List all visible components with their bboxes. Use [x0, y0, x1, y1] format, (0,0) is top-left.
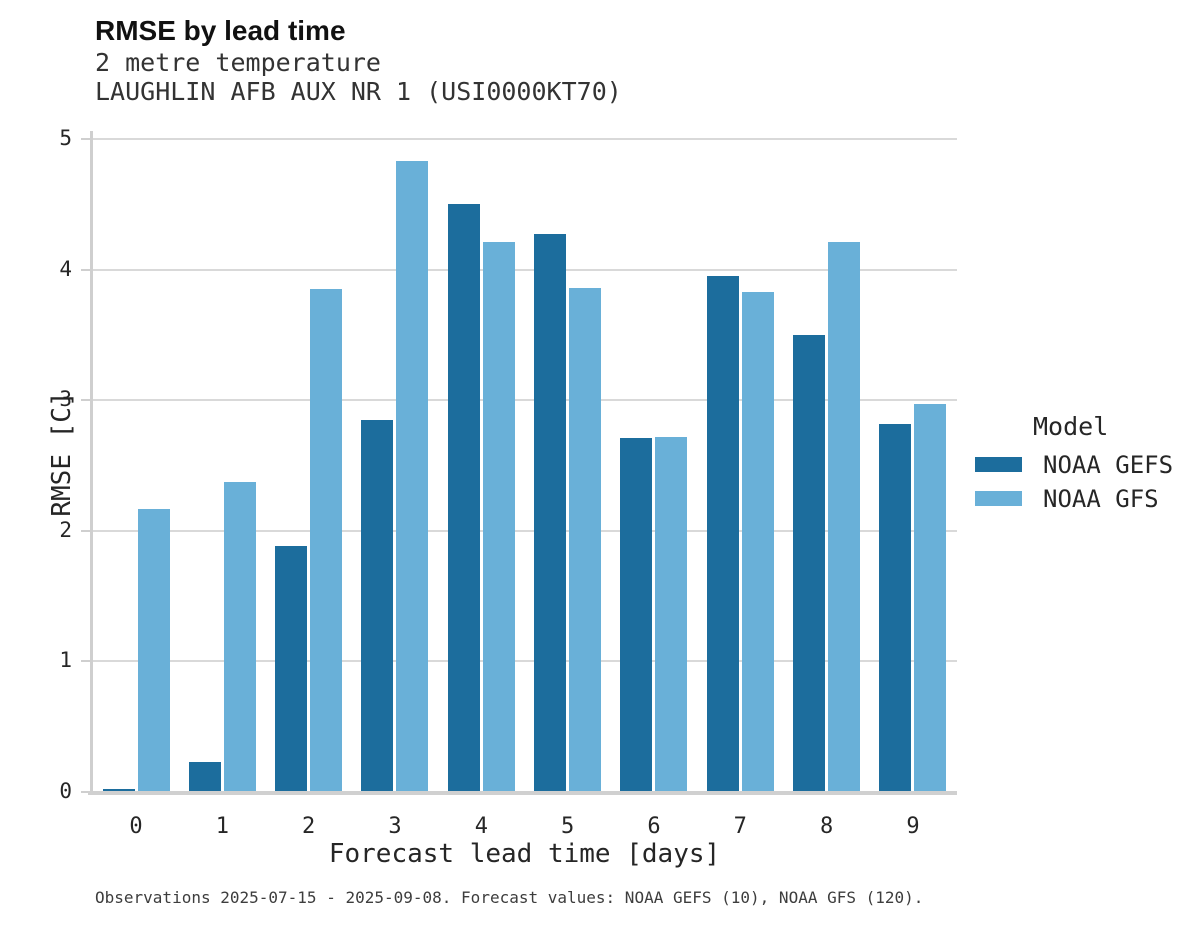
y-tick-label-0: 0 [59, 779, 72, 803]
y-tick-label-5: 5 [59, 126, 72, 150]
gridline-y-3 [92, 399, 957, 402]
legend-title: Model [1033, 412, 1109, 441]
y-tick-mark-5 [81, 138, 91, 140]
x-tick-label-1: 1 [215, 814, 229, 839]
bar-noaa-gfs-lead-3 [396, 161, 429, 792]
plot-area: 0 1 2 3 4 5 0 1 2 3 4 5 6 7 8 9 Forecast lead time [da… [47, 126, 957, 869]
x-tick-label-5: 5 [561, 814, 575, 839]
chart-header: RMSE by lead time 2 metre temperature LA… [95, 14, 622, 106]
y-tick-label-1: 1 [59, 648, 72, 673]
x-tick-label-8: 8 [820, 814, 834, 839]
bar-noaa-gfs-lead-5 [569, 287, 602, 792]
chart-subtitle-station: LAUGHLIN AFB AUX NR 1 (USI0000KT70) [95, 77, 622, 106]
bar-noaa-gefs-lead-0 [102, 789, 135, 792]
legend: Model NOAA GEFS NOAA GFS [975, 412, 1174, 513]
y-tick-mark-1 [81, 660, 91, 663]
y-axis-title: RMSE [C] [47, 391, 77, 517]
bar-noaa-gefs-lead-2 [275, 546, 308, 792]
x-tick-label-7: 7 [733, 814, 747, 839]
legend-items: NOAA GEFS NOAA GFS [975, 450, 1174, 513]
gridline-y-2 [92, 529, 957, 532]
bar-noaa-gfs-lead-4 [482, 242, 515, 792]
y-tick-label-3: 3 [59, 387, 72, 412]
bar-noaa-gefs-lead-5 [534, 234, 567, 792]
x-tick-label-2: 2 [302, 814, 316, 839]
x-axis-title: Forecast lead time [days] [328, 839, 721, 869]
x-tick-label-6: 6 [647, 814, 661, 839]
y-tick-mark-4 [81, 268, 91, 271]
bar-noaa-gefs-lead-9 [879, 423, 912, 792]
bar-noaa-gefs-lead-3 [361, 419, 394, 792]
x-tick-label-4: 4 [474, 814, 488, 839]
bar-noaa-gefs-lead-7 [706, 276, 739, 792]
legend-label: NOAA GFS [1043, 484, 1159, 513]
x-tick-label-0: 0 [129, 814, 143, 839]
x-tick-label-9: 9 [906, 814, 920, 839]
gridline-y-5 [92, 138, 957, 140]
y-axis-spine [90, 131, 93, 793]
bar-noaa-gfs-lead-6 [655, 436, 688, 792]
x-axis-spine [88, 791, 957, 795]
bar-noaa-gfs-lead-7 [741, 291, 774, 792]
legend-label: NOAA GEFS [1043, 450, 1174, 479]
bar-noaa-gfs-lead-9 [914, 404, 947, 792]
y-tick-mark-0 [81, 791, 91, 793]
bar-noaa-gefs-lead-1 [188, 761, 221, 792]
bar-noaa-gefs-lead-4 [447, 204, 480, 792]
bar-noaa-gefs-lead-8 [793, 334, 826, 792]
y-tick-label-4: 4 [59, 256, 72, 281]
x-tick-label-3: 3 [388, 814, 402, 839]
gridline-y-1 [92, 660, 957, 663]
bar-noaa-gfs-lead-1 [223, 482, 256, 792]
footnote: Observations 2025-07-15 - 2025-09-08. Fo… [95, 888, 924, 907]
gridline-y-4 [92, 268, 957, 271]
legend-swatch-noaa-gefs [975, 457, 1022, 472]
bar-noaa-gfs-lead-2 [310, 289, 343, 792]
y-tick-mark-3 [81, 399, 91, 402]
y-tick-label-2: 2 [59, 517, 72, 542]
bar-noaa-gfs-lead-8 [828, 242, 861, 792]
y-tick-mark-2 [81, 529, 91, 532]
chart-subtitle-variable: 2 metre temperature [95, 48, 381, 77]
legend-swatch-noaa-gfs [975, 491, 1022, 506]
legend-item-noaa-gefs: NOAA GEFS [975, 450, 1174, 479]
bar-noaa-gefs-lead-6 [620, 438, 653, 792]
chart-title: RMSE by lead time [95, 15, 346, 46]
bar-noaa-gfs-lead-0 [137, 508, 170, 792]
legend-item-noaa-gfs: NOAA GFS [975, 484, 1173, 513]
